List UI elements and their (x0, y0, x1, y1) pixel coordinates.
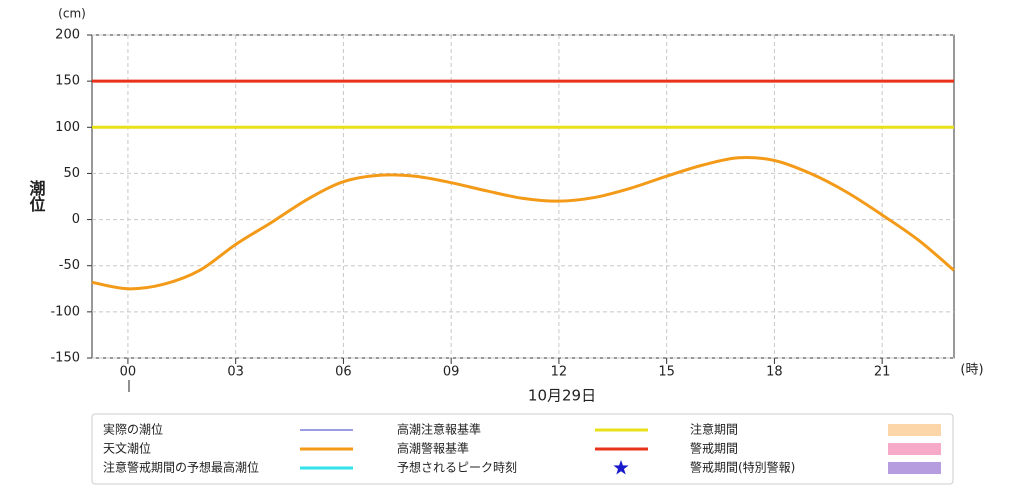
y-tick-label: 50 (63, 166, 80, 181)
legend-label: 注意警戒期間の予想最高潮位 (103, 460, 259, 475)
x-tick-label: 18 (766, 365, 783, 380)
legend-label: 予想されるピーク時刻 (397, 460, 517, 475)
y-label: 潮位 (27, 179, 46, 213)
x-tick-label: 15 (658, 365, 675, 380)
y-tick-label: 200 (55, 28, 80, 43)
y-tick-label: -100 (50, 304, 80, 319)
legend-label: 実際の潮位 (103, 422, 163, 437)
legend-label: 注意期間 (690, 422, 738, 437)
legend-swatch (888, 462, 941, 474)
legend-swatch (888, 424, 941, 436)
y-tick-label: 150 (55, 74, 80, 89)
x-tick-label: 09 (443, 365, 460, 380)
x-tick-label: 21 (874, 365, 891, 380)
tide-line (91, 155, 955, 291)
x-tick-label: 12 (551, 365, 568, 380)
y-tick-label: -50 (59, 258, 80, 273)
legend-label: 警戒期間(特別警報) (690, 460, 795, 475)
legend-label: 天文潮位 (103, 441, 151, 456)
x-tick-label: 00 (120, 365, 137, 380)
legend-label: 警戒期間 (690, 441, 738, 456)
y-unit: (cm) (58, 7, 86, 21)
legend-label: 高潮警報基準 (397, 441, 469, 456)
y-tick-label: -150 (50, 351, 80, 366)
legend-swatch (888, 443, 941, 455)
x-unit: (時) (960, 363, 983, 378)
legend-label: 高潮注意報基準 (397, 422, 481, 437)
y-tick-label: 100 (55, 120, 80, 135)
x-tick-label: 06 (335, 365, 352, 380)
plot-frame (91, 34, 955, 359)
date-label: 10月29日 (528, 387, 596, 405)
x-tick-label: 03 (227, 365, 244, 380)
legend-swatch (613, 460, 629, 475)
y-tick-label: 0 (72, 212, 80, 227)
